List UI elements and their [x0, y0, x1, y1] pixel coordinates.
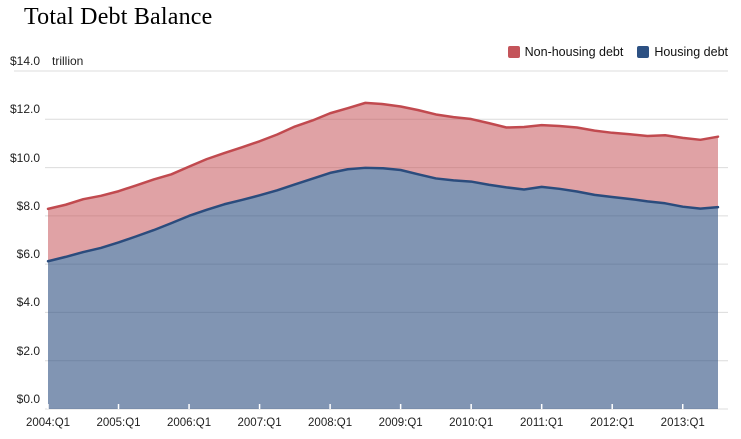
x-axis-label-2012:Q1: 2012:Q1	[590, 417, 635, 429]
y-axis-unit-label: trillion	[52, 54, 84, 68]
housing-debt-area	[48, 167, 718, 409]
y-axis-label-10: $10.0	[9, 150, 40, 165]
x-axis-tick-2006:Q1	[188, 404, 190, 409]
y-axis-label-6: $6.0	[16, 247, 40, 262]
x-axis-tick-2007:Q1	[258, 404, 261, 409]
y-axis-label-14: $14.0	[9, 54, 40, 68]
non-housing-swatch-icon	[507, 46, 520, 58]
x-axis-tick-2010:Q1	[470, 404, 472, 409]
x-axis-label-2009:Q1: 2009:Q1	[378, 417, 423, 429]
non-housing-debt-area	[48, 102, 718, 262]
x-axis-tick-2013:Q1	[681, 404, 684, 409]
x-axis-tick-2005:Q1	[117, 404, 120, 409]
x-axis-label-2010:Q1: 2010:Q1	[449, 417, 494, 429]
x-axis-label-2011:Q1: 2011:Q1	[520, 417, 564, 429]
chart-title: Total Debt Balance	[24, 4, 213, 30]
y-axis-label-2: $2.0	[16, 343, 40, 358]
x-axis-tick-2004:Q1	[47, 404, 49, 409]
y-axis-label-8: $8.0	[16, 198, 40, 213]
x-axis-label-2013:Q1: 2013:Q1	[660, 417, 705, 429]
x-axis-label-2006:Q1: 2006:Q1	[166, 417, 212, 429]
x-axis-label-2005:Q1: 2005:Q1	[96, 417, 141, 429]
x-axis-label-2004:Q1: 2004:Q1	[25, 417, 71, 429]
y-axis-label-0: $0.0	[16, 392, 40, 406]
y-axis-label-12: $12.0	[9, 102, 40, 117]
housing-swatch-icon	[637, 46, 650, 58]
total-debt-line	[46, 101, 720, 211]
x-axis-tick-2011:Q1	[540, 404, 543, 409]
legend-item-non-housing: Non-housing debt	[507, 45, 624, 59]
x-axis-tick-2008:Q1	[329, 404, 331, 409]
legend-label-non-housing: Non-housing debt	[524, 45, 624, 59]
x-axis-label-2008:Q1: 2008:Q1	[308, 417, 353, 429]
x-axis-tick-2012:Q1	[611, 404, 613, 409]
legend-label-housing: Housing debt	[654, 45, 728, 59]
x-axis-label-2007:Q1: 2007:Q1	[237, 417, 282, 429]
x-axis-tick-2009:Q1	[399, 404, 402, 409]
y-axis-label-4: $4.0	[16, 295, 40, 310]
legend: Non-housing debt Housing debt	[507, 44, 728, 60]
housing-debt-line	[46, 166, 720, 263]
legend-item-housing: Housing debt	[637, 45, 728, 59]
